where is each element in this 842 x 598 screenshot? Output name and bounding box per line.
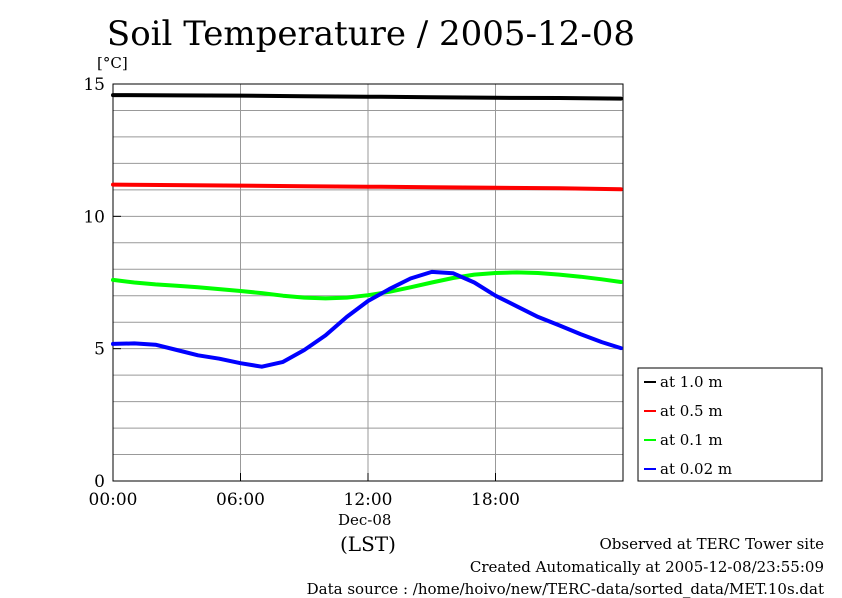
chart-title: Soil Temperature / 2005-12-08 [106,14,636,54]
footer-observed-site: Observed at TERC Tower site [599,535,824,553]
series-line [111,93,623,101]
x-axis-title: (LST) [340,532,396,556]
x-tick-label: 00:00 [89,490,138,510]
legend-entry-label: at 0.02 m [660,460,732,478]
x-axis-date-label: Dec-08 [338,511,392,529]
footer-created-timestamp: Created Automatically at 2005-12-08/23:5… [469,558,824,576]
y-tick-label: 10 [83,207,105,227]
x-tick-label: 12:00 [344,490,393,510]
series-line [111,269,623,369]
x-tick-label: 18:00 [471,490,520,510]
y-axis-unit-label: [°C] [97,54,128,72]
footer-data-source: Data source : /home/hoivo/new/TERC-data/… [306,580,824,598]
y-tick-label: 0 [94,472,105,492]
legend-entry-label: at 0.5 m [660,402,723,420]
x-tick-label: 06:00 [216,490,265,510]
series-line [111,270,623,301]
series-line [111,182,623,192]
legend-box [637,367,823,482]
y-tick-label: 5 [94,340,105,360]
legend-entry-label: at 0.1 m [660,431,723,449]
y-tick-label: 15 [83,75,105,95]
legend-entry-label: at 1.0 m [660,373,723,391]
